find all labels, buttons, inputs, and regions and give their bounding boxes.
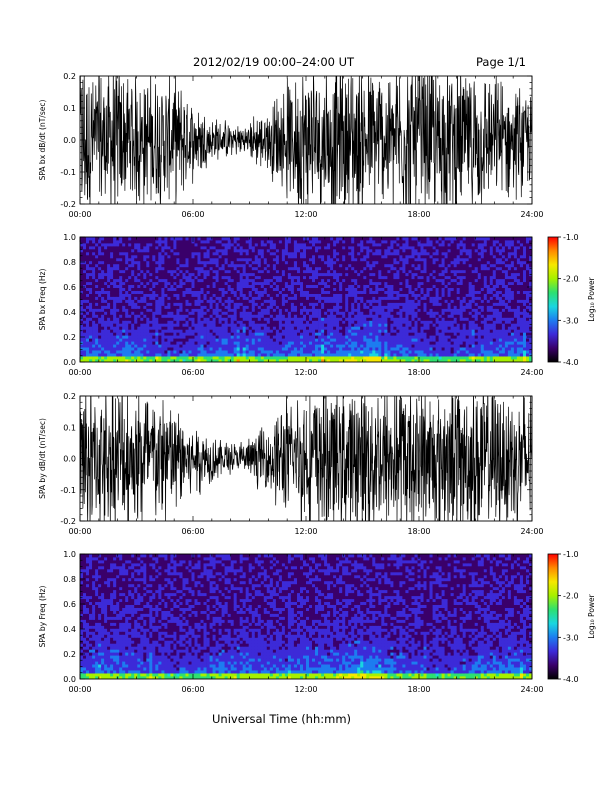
colorbar: -1.0 -2.0 -3.0 -4.0 Log₁₀ Power — [547, 550, 596, 684]
y-tick-label: 0.4 — [63, 308, 76, 317]
colorbar-tick-label: -1.0 — [563, 233, 579, 242]
series-line — [80, 76, 532, 204]
colorbar-tick-label: -2.0 — [563, 592, 579, 601]
x-tick-label: 12:00 — [294, 527, 317, 536]
y-tick-label: -0.1 — [60, 168, 76, 177]
y-tick-label: 0.1 — [63, 423, 76, 432]
y-tick-label: 0.0 — [63, 675, 76, 684]
colorbar-tick-label: -3.0 — [563, 316, 579, 325]
y-tick-label: 0.2 — [63, 72, 76, 81]
x-axis-label: Universal Time (hh:mm) — [212, 712, 352, 726]
x-tick-label: 12:00 — [294, 368, 317, 377]
panel-2: -1.0 -2.0 -3.0 -4.0 Log₁₀ Power 00:00 06:00 12:… — [38, 233, 596, 377]
spectrogram — [80, 554, 532, 679]
spectrogram — [80, 237, 532, 362]
y-tick-label: 0.2 — [63, 392, 76, 401]
y-tick-label: 0.0 — [63, 358, 76, 367]
x-tick-label: 00:00 — [68, 527, 91, 536]
y-tick-label: 0.0 — [63, 455, 76, 464]
x-tick-label: 24:00 — [520, 210, 543, 219]
x-tick-label: 00:00 — [68, 210, 91, 219]
y-tick-label: 0.6 — [63, 283, 76, 292]
y-axis-label: SPA bx dB/dt (nT/sec) — [38, 100, 47, 181]
colorbar-tick-label: -4.0 — [563, 358, 579, 367]
colorbar-tick-label: -4.0 — [563, 675, 579, 684]
colorbar-tick-label: -2.0 — [563, 275, 579, 284]
series-line — [80, 396, 532, 521]
y-tick-label: 0.8 — [63, 258, 76, 267]
x-tick-label: 00:00 — [68, 368, 91, 377]
y-tick-label: 0.6 — [63, 600, 76, 609]
y-tick-label: 1.0 — [63, 550, 76, 559]
y-axis-label: SPA bx Freq (Hz) — [38, 269, 47, 331]
x-tick-label: 06:00 — [181, 368, 204, 377]
y-tick-label: 0.1 — [63, 104, 76, 113]
panel-3: 00:00 06:00 12:00 18:00 24:00 0.2 0.1 0.0 -0.1 -0… — [38, 392, 544, 536]
colorbar-tick-label: -1.0 — [563, 550, 579, 559]
y-tick-label: -0.2 — [60, 517, 76, 526]
x-tick-label: 24:00 — [520, 685, 543, 694]
page-indicator: Page 1/1 — [476, 55, 527, 69]
colorbar: -1.0 -2.0 -3.0 -4.0 Log₁₀ Power — [547, 233, 596, 367]
colorbar-gradient — [547, 236, 559, 363]
y-tick-label: 0.2 — [63, 333, 76, 342]
x-tick-label: 06:00 — [181, 210, 204, 219]
x-tick-label: 06:00 — [181, 685, 204, 694]
x-tick-label: 18:00 — [407, 527, 430, 536]
x-tick-label: 12:00 — [294, 210, 317, 219]
y-tick-label: 1.0 — [63, 233, 76, 242]
y-tick-label: 0.4 — [63, 625, 76, 634]
y-tick-label: 0.0 — [63, 136, 76, 145]
panel-1: 00:00 06:00 12:00 18:00 24:00 0.2 0.1 0.0 -0.1 -0… — [38, 72, 544, 219]
colorbar-gradient — [547, 553, 559, 680]
y-tick-label: 0.8 — [63, 575, 76, 584]
colorbar-label: Log₁₀ Power — [587, 593, 596, 638]
colorbar-tick-label: -3.0 — [563, 633, 579, 642]
y-tick-label: -0.2 — [60, 200, 76, 209]
series-trace — [80, 76, 532, 204]
x-tick-label: 06:00 — [181, 527, 204, 536]
y-tick-label: 0.2 — [63, 650, 76, 659]
colorbar-label: Log₁₀ Power — [587, 276, 596, 321]
figure-title: 2012/02/19 00:00–24:00 UT — [193, 55, 355, 69]
series-trace — [80, 396, 532, 521]
panel-4: -1.0 -2.0 -3.0 -4.0 Log₁₀ Power 00:00 06:00 12:… — [38, 550, 596, 694]
x-tick-label: 18:00 — [407, 685, 430, 694]
y-axis-label: SPA by Freq (Hz) — [38, 586, 47, 648]
y-axis-label: SPA by dB/dt (nT/sec) — [38, 418, 47, 499]
x-tick-label: 24:00 — [520, 527, 543, 536]
y-tick-label: -0.1 — [60, 486, 76, 495]
x-tick-label: 00:00 — [68, 685, 91, 694]
x-tick-label: 18:00 — [407, 210, 430, 219]
x-tick-label: 24:00 — [520, 368, 543, 377]
x-tick-label: 12:00 — [294, 685, 317, 694]
x-tick-label: 18:00 — [407, 368, 430, 377]
